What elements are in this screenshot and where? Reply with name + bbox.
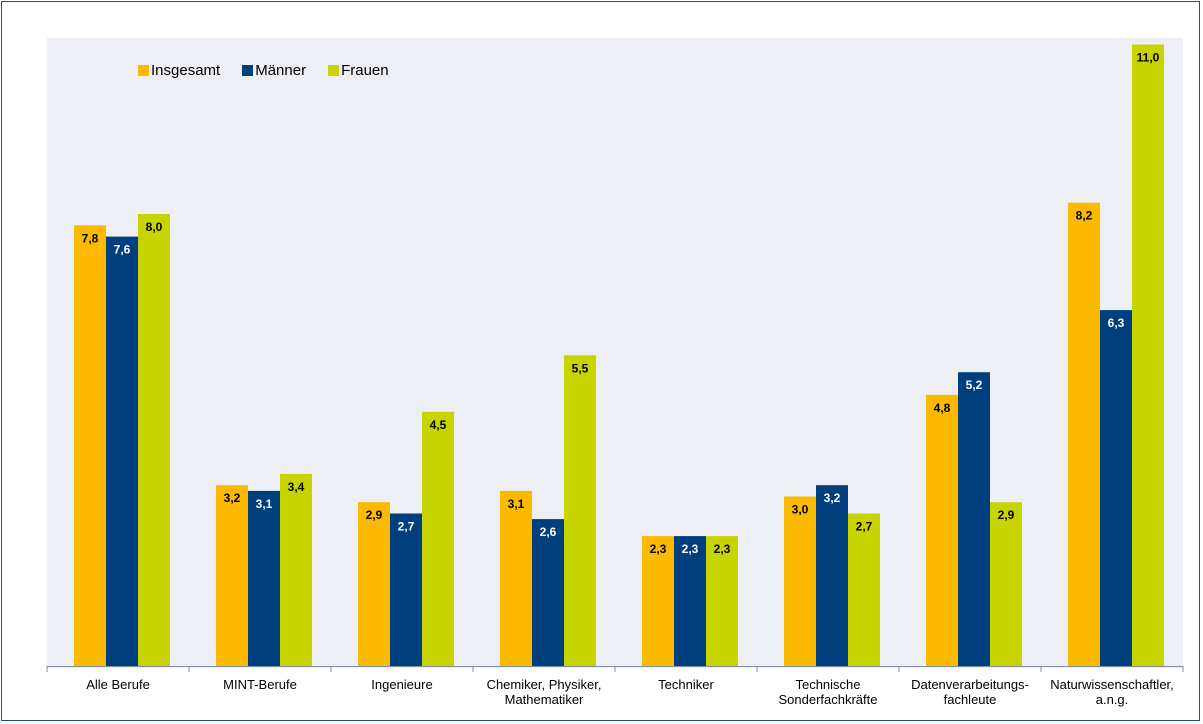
value-label-mnner-5: 3,2 [824,491,841,505]
value-label-insgesamt-5: 3,0 [792,503,809,517]
bar-mnner-5 [816,485,848,666]
bar-frauen-5 [848,513,880,666]
value-label-insgesamt-0: 7,8 [82,231,99,245]
value-label-frauen-5: 2,7 [856,520,873,534]
value-label-insgesamt-3: 3,1 [508,497,525,511]
bar-insgesamt-0 [74,225,106,667]
legend: Insgesamt Männer Frauen [138,62,411,79]
legend-label-maenner: Männer [255,62,307,79]
bar-mnner-0 [106,236,138,666]
bar-mnner-3 [532,519,564,666]
bar-frauen-6 [990,502,1022,666]
bar-mnner-6 [958,372,990,666]
value-label-frauen-3: 5,5 [572,361,589,375]
bar-insgesamt-6 [926,394,958,666]
bar-mnner-2 [390,513,422,666]
bar-frauen-7 [1132,44,1164,666]
legend-label-frauen: Frauen [341,62,389,79]
value-label-insgesamt-4: 2,3 [650,542,667,556]
legend-item-insgesamt: Insgesamt [138,62,220,79]
value-label-mnner-1: 3,1 [256,497,273,511]
value-label-frauen-0: 8,0 [146,220,163,234]
value-label-insgesamt-6: 4,8 [934,401,951,415]
bar-mnner-4 [674,536,706,666]
bar-insgesamt-2 [358,502,390,666]
bar-mnner-1 [248,490,280,666]
value-label-mnner-4: 2,3 [682,542,699,556]
bar-insgesamt-5 [784,496,816,666]
value-label-mnner-0: 7,6 [114,243,131,257]
x-tick-label: Alle Berufe [86,677,150,692]
legend-item-maenner: Männer [242,62,306,79]
legend-swatch-insgesamt [138,65,149,76]
x-tick-label: Technische Sonderfachkräfte [778,677,877,707]
bar-frauen-4 [706,536,738,666]
x-tick-label: Datenverarbeitungs-fachleute [911,677,1029,707]
value-label-insgesamt-7: 8,2 [1076,209,1093,223]
value-label-mnner-2: 2,7 [398,520,415,534]
legend-swatch-maenner [242,65,254,76]
value-label-frauen-4: 2,3 [714,542,731,556]
bar-frauen-1 [280,473,312,666]
bar-frauen-3 [564,355,596,666]
value-label-mnner-3: 2,6 [540,525,557,539]
value-label-frauen-1: 3,4 [288,480,305,494]
bar-insgesamt-7 [1068,202,1100,666]
bar-insgesamt-1 [216,485,248,666]
value-label-frauen-2: 4,5 [430,418,447,432]
bar-insgesamt-4 [642,536,674,666]
bar-frauen-2 [422,411,454,666]
value-label-insgesamt-1: 3,2 [224,491,241,505]
value-label-frauen-7: 11,0 [1137,51,1160,65]
x-tick-label: Techniker [658,677,714,692]
bar-insgesamt-3 [500,490,532,666]
value-label-mnner-7: 6,3 [1108,316,1125,330]
legend-swatch-frauen [328,65,340,76]
bar-mnner-7 [1100,310,1132,666]
legend-label-insgesamt: Insgesamt [151,62,221,79]
value-label-mnner-6: 5,2 [966,378,983,392]
x-tick-label: Ingenieure [371,677,432,692]
bar-frauen-0 [138,214,170,666]
legend-item-frauen: Frauen [328,62,389,79]
x-tick-label: Naturwissenschaftler, a.n.g. [1050,677,1174,707]
value-label-frauen-6: 2,9 [998,508,1015,522]
x-tick-label: Chemiker, Physiker, Mathematiker [487,677,602,707]
x-tick-label: MINT-Berufe [223,677,297,692]
value-label-insgesamt-2: 2,9 [366,508,383,522]
